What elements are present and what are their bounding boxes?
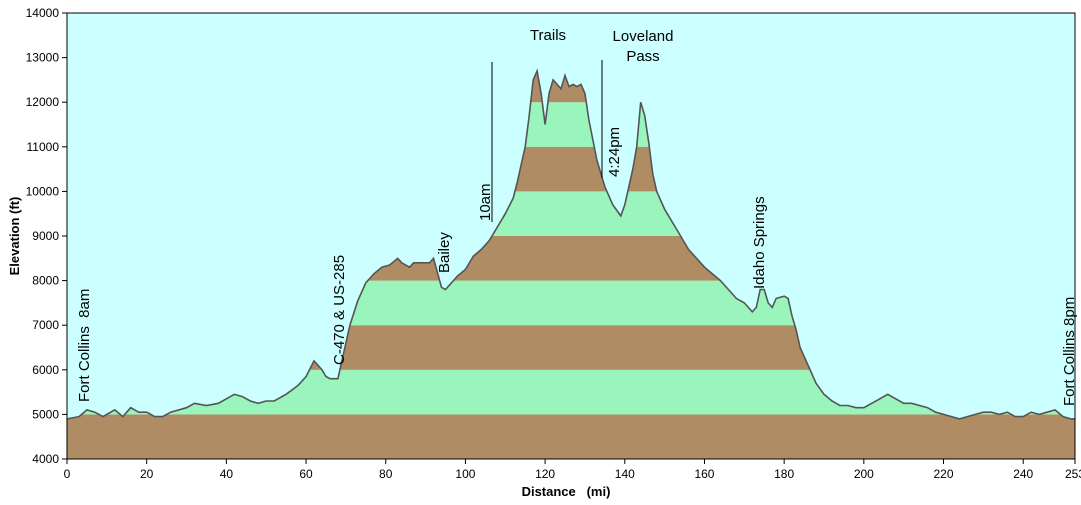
x-tick-label: 60 xyxy=(299,467,313,481)
annotation-bailey: Bailey xyxy=(436,232,453,273)
y-tick-label: 6000 xyxy=(32,363,59,377)
x-tick-label: 40 xyxy=(220,467,234,481)
y-tick-label: 14000 xyxy=(26,6,60,20)
x-tick-label: 240 xyxy=(1013,467,1033,481)
x-tick-label: 220 xyxy=(934,467,954,481)
x-axis: 0 20 40 60 80 100 120 140 160 180 200 220 240 253 xyxy=(64,459,1081,481)
x-tick-label: 180 xyxy=(774,467,794,481)
y-tick-label: 8000 xyxy=(32,274,59,288)
annotation-10am: 10am xyxy=(477,183,494,221)
y-tick-label: 9000 xyxy=(32,229,59,243)
x-tick-label: 253 xyxy=(1065,467,1081,481)
x-tick-label: 80 xyxy=(379,467,393,481)
y-tick-label: 7000 xyxy=(32,318,59,332)
annotation-fort-collins-start: Fort Collins 8am xyxy=(76,289,93,402)
x-tick-label: 200 xyxy=(854,467,874,481)
x-tick-label: 160 xyxy=(694,467,714,481)
annotation-424pm: 4:24pm xyxy=(606,127,623,177)
annotation-idaho-springs: Idaho Springs xyxy=(751,196,768,289)
y-tick-label: 10000 xyxy=(26,184,60,198)
x-tick-label: 140 xyxy=(615,467,635,481)
y-tick-label: 5000 xyxy=(32,407,59,421)
y-tick-label: 11000 xyxy=(27,140,60,154)
x-tick-label: 100 xyxy=(455,467,475,481)
profile-line xyxy=(66,68,1075,420)
x-axis-title: Distance (mi) xyxy=(522,484,611,499)
elevation-band xyxy=(67,414,1075,459)
x-tick-label: 0 xyxy=(64,467,71,481)
annotation-fort-collins-end: Fort Collins 8pm xyxy=(1061,297,1078,406)
annotation-trails: Trails xyxy=(530,27,566,44)
annotation-c470: C-470 & US-285 xyxy=(331,255,348,365)
y-tick-label: 13000 xyxy=(26,51,60,65)
x-tick-label: 120 xyxy=(535,467,555,481)
y-axis: 4000 5000 6000 7000 8000 9000 10000 11000 12000 1… xyxy=(26,6,67,466)
annotation-loveland-line1: Loveland xyxy=(613,28,674,45)
x-tick-label: 20 xyxy=(140,467,154,481)
y-axis-title: Elevation (ft) xyxy=(7,197,22,276)
annotation-loveland-line2: Pass xyxy=(626,48,659,65)
y-tick-label: 4000 xyxy=(32,452,59,466)
y-tick-label: 12000 xyxy=(26,95,60,109)
